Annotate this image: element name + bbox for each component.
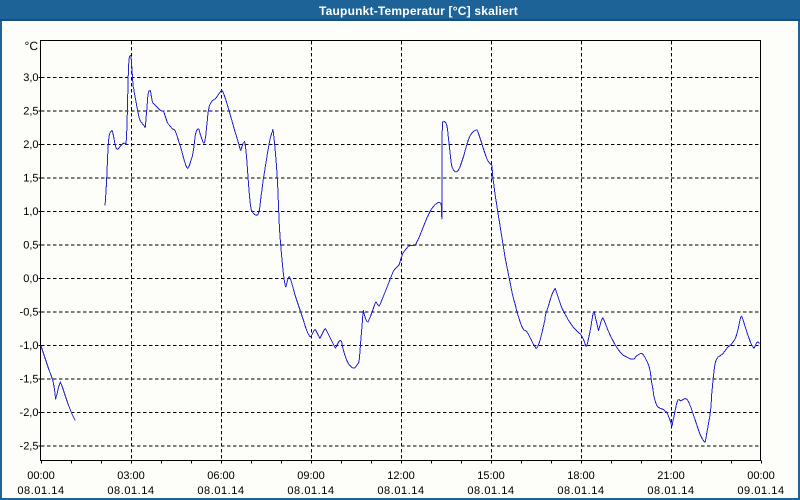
svg-text:0,5: 0,5 xyxy=(23,240,38,252)
svg-text:-2,5: -2,5 xyxy=(20,441,39,453)
svg-text:08.01.14: 08.01.14 xyxy=(17,485,64,497)
svg-text:2,5: 2,5 xyxy=(23,106,38,118)
svg-text:3,0: 3,0 xyxy=(23,72,38,84)
svg-text:15:00: 15:00 xyxy=(477,470,505,482)
svg-text:-0,5: -0,5 xyxy=(20,307,39,319)
svg-text:08.01.14: 08.01.14 xyxy=(377,485,424,497)
svg-text:08.01.14: 08.01.14 xyxy=(557,485,604,497)
svg-text:08.01.14: 08.01.14 xyxy=(647,485,694,497)
svg-text:18:00: 18:00 xyxy=(567,470,595,482)
svg-text:08.01.14: 08.01.14 xyxy=(107,485,154,497)
svg-text:00:00: 00:00 xyxy=(27,470,55,482)
svg-text:09:00: 09:00 xyxy=(297,470,325,482)
svg-text:08.01.14: 08.01.14 xyxy=(287,485,334,497)
svg-text:00:00: 00:00 xyxy=(747,470,775,482)
svg-text:08.01.14: 08.01.14 xyxy=(197,485,244,497)
svg-text:21:00: 21:00 xyxy=(657,470,685,482)
svg-text:-1,0: -1,0 xyxy=(20,340,39,352)
svg-text:12:00: 12:00 xyxy=(387,470,415,482)
svg-text:06:00: 06:00 xyxy=(207,470,235,482)
svg-text:08.01.14: 08.01.14 xyxy=(467,485,514,497)
svg-text:°C: °C xyxy=(25,39,39,53)
svg-text:-2,0: -2,0 xyxy=(20,407,39,419)
svg-text:-1,5: -1,5 xyxy=(20,374,39,386)
svg-text:0,0: 0,0 xyxy=(23,273,38,285)
svg-text:03:00: 03:00 xyxy=(117,470,145,482)
svg-text:09.01.14: 09.01.14 xyxy=(737,485,784,497)
svg-text:1,5: 1,5 xyxy=(23,173,38,185)
svg-text:1,0: 1,0 xyxy=(23,206,38,218)
svg-text:2,0: 2,0 xyxy=(23,139,38,151)
